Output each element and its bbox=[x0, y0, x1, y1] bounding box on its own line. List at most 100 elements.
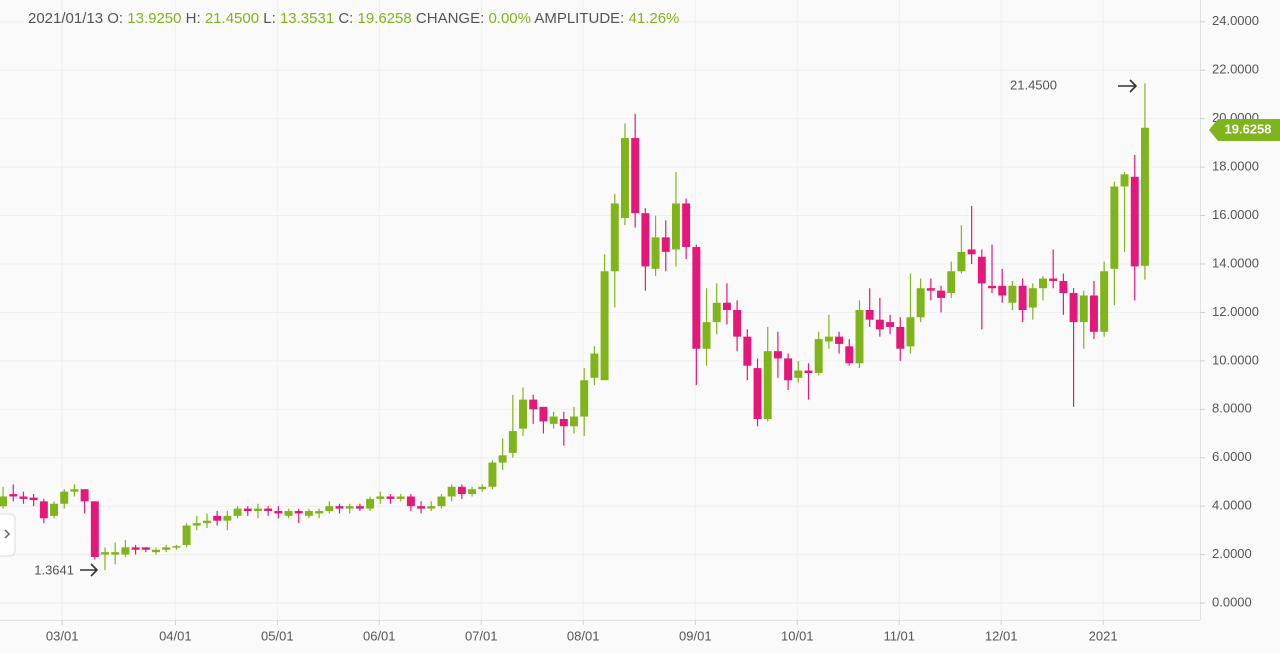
candle-body bbox=[90, 501, 99, 558]
candle-body bbox=[937, 290, 946, 298]
candle-body bbox=[1069, 293, 1078, 323]
candle-body bbox=[406, 496, 415, 507]
candle-body bbox=[19, 496, 28, 499]
candle-body bbox=[835, 336, 844, 344]
y-tick-label: 6.0000 bbox=[1212, 449, 1252, 464]
candle-body bbox=[845, 346, 854, 364]
candle-body bbox=[264, 508, 273, 512]
low-annotation: 1.3641 bbox=[34, 562, 74, 577]
candle-body bbox=[70, 489, 79, 492]
candle-body bbox=[957, 251, 966, 272]
candle-body bbox=[998, 285, 1007, 296]
candle-body bbox=[967, 249, 976, 255]
candle-body bbox=[621, 138, 629, 218]
candle-body bbox=[182, 525, 191, 545]
expand-icon bbox=[4, 529, 11, 539]
candle-body bbox=[1008, 285, 1017, 303]
x-tick-label: 09/01 bbox=[679, 628, 712, 643]
candle-body bbox=[1110, 186, 1119, 269]
y-tick-label: 24.0000 bbox=[1212, 13, 1259, 28]
candle-body bbox=[39, 501, 48, 519]
candle-body bbox=[121, 547, 130, 555]
candle-body bbox=[763, 351, 772, 419]
y-tick-label: 10.0000 bbox=[1212, 352, 1259, 367]
y-tick-label: 2.0000 bbox=[1212, 546, 1252, 561]
candle-body bbox=[213, 515, 222, 521]
candle-body bbox=[447, 486, 456, 497]
x-tick-label: 08/01 bbox=[567, 628, 600, 643]
candle-body bbox=[784, 358, 793, 381]
candle-body bbox=[9, 494, 18, 497]
candle-body bbox=[610, 203, 619, 272]
high-annotation: 21.4500 bbox=[1010, 77, 1057, 92]
candle-body bbox=[508, 431, 517, 453]
grid bbox=[0, 21, 1200, 604]
candle-body bbox=[366, 498, 375, 509]
y-tick-label: 16.0000 bbox=[1212, 207, 1259, 222]
last-price-label: 19.6258 bbox=[1225, 121, 1272, 136]
candle-body bbox=[590, 353, 599, 378]
candle-body bbox=[274, 511, 283, 514]
candle-body bbox=[335, 506, 344, 509]
x-tick-label: 2021 bbox=[1089, 628, 1118, 643]
high-arrow bbox=[1118, 79, 1138, 93]
candle-body bbox=[794, 370, 803, 378]
candle-body bbox=[488, 462, 497, 487]
header-value: 41.26% bbox=[629, 10, 680, 27]
candle-body bbox=[376, 496, 385, 499]
x-tick-label: 05/01 bbox=[261, 628, 294, 643]
x-tick-label: 07/01 bbox=[465, 628, 498, 643]
candle-body bbox=[355, 506, 364, 509]
candle-body bbox=[855, 310, 864, 364]
header-label: H: bbox=[186, 10, 201, 27]
low-arrow bbox=[80, 563, 99, 577]
candle-body bbox=[233, 508, 242, 516]
candle-body bbox=[294, 511, 303, 514]
candle-body bbox=[457, 486, 466, 495]
candle-body bbox=[202, 520, 211, 524]
candle-body bbox=[131, 547, 140, 550]
x-tick-label: 06/01 bbox=[363, 628, 396, 643]
ohlc-header: 2021/01/13 O: 13.9250 H: 21.4500 L: 13.3… bbox=[28, 10, 679, 27]
x-tick-label: 04/01 bbox=[159, 628, 192, 643]
candle-body bbox=[162, 547, 171, 550]
candle-body bbox=[1028, 288, 1037, 308]
candle-body bbox=[315, 511, 324, 514]
header-date: 2021/01/13 bbox=[28, 10, 103, 27]
header-value: 0.00% bbox=[488, 10, 531, 27]
candle-body bbox=[824, 336, 833, 342]
candle-body bbox=[539, 406, 548, 422]
y-tick-label: 0.0000 bbox=[1212, 594, 1252, 609]
header-value: 13.9250 bbox=[127, 10, 181, 27]
candle-body bbox=[773, 351, 782, 359]
candle-body bbox=[152, 549, 160, 553]
candle-body bbox=[1120, 174, 1129, 187]
header-value: 21.4500 bbox=[205, 10, 259, 27]
y-tick-label: 8.0000 bbox=[1212, 401, 1252, 416]
candle-body bbox=[865, 310, 874, 320]
candle-body bbox=[692, 247, 701, 349]
candle-body bbox=[886, 322, 895, 327]
y-tick-label: 18.0000 bbox=[1212, 159, 1259, 174]
y-tick-label: 12.0000 bbox=[1212, 304, 1259, 319]
candle-body bbox=[600, 271, 609, 381]
candle-body bbox=[682, 203, 691, 248]
candle-body bbox=[1140, 127, 1149, 266]
candle-body bbox=[641, 213, 650, 267]
candle-body bbox=[631, 138, 640, 214]
candle-body bbox=[478, 486, 487, 490]
candle-body bbox=[651, 237, 660, 269]
x-tick-label: 03/01 bbox=[46, 628, 79, 643]
header-value: 13.3531 bbox=[280, 10, 334, 27]
y-tick-label: 14.0000 bbox=[1212, 255, 1259, 270]
candle-body bbox=[223, 515, 232, 521]
candle-body bbox=[1049, 278, 1058, 281]
candle-body bbox=[671, 203, 680, 250]
candle-body bbox=[753, 368, 762, 419]
candle-body bbox=[111, 552, 120, 555]
candle-body bbox=[549, 416, 558, 424]
candle-body bbox=[1079, 295, 1088, 323]
candle-body bbox=[345, 506, 354, 509]
candle-body bbox=[1100, 271, 1109, 332]
x-tick-label: 10/01 bbox=[781, 628, 814, 643]
